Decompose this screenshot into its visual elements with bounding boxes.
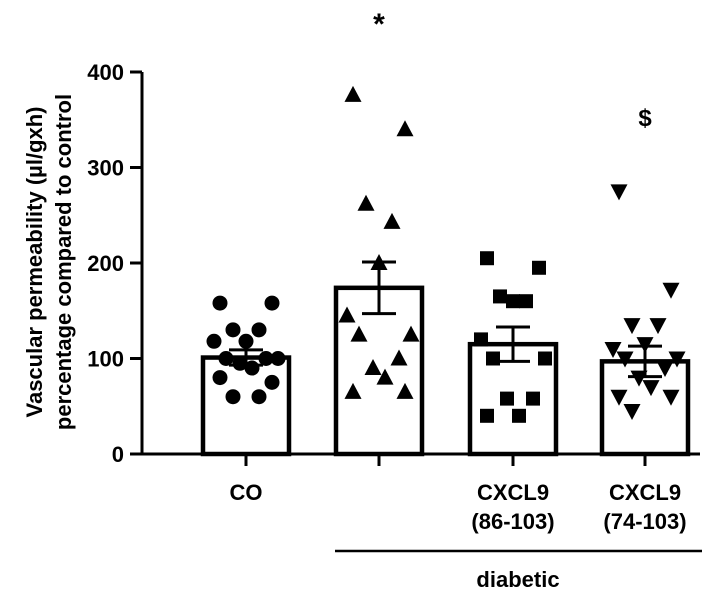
data-point-triangle-up xyxy=(344,382,362,399)
data-point-triangle-down xyxy=(636,337,654,354)
data-point-square xyxy=(519,294,533,309)
data-point-triangle-up xyxy=(376,368,394,385)
data-point-triangle-down xyxy=(630,370,648,387)
data-point-circle xyxy=(244,360,260,376)
data-point-triangle-down xyxy=(662,389,680,406)
data-point-triangle-up xyxy=(344,85,362,102)
bar xyxy=(599,359,691,457)
data-point-circle xyxy=(225,389,241,405)
data-point-circle xyxy=(264,295,280,311)
x-category-label: CXCL9 xyxy=(609,480,681,505)
data-point-square xyxy=(526,391,540,406)
data-point-square xyxy=(474,332,488,347)
data-point-circle xyxy=(212,370,228,386)
data-point-circle xyxy=(264,374,280,390)
data-point-square xyxy=(512,408,526,423)
data-point-square xyxy=(532,260,546,275)
data-point-square xyxy=(486,351,500,366)
data-point-triangle-down xyxy=(604,341,622,358)
data-point-triangle-up xyxy=(350,325,368,342)
data-point-triangle-up xyxy=(402,325,420,342)
data-point-triangle-up xyxy=(357,194,375,211)
y-tick-label: 200 xyxy=(87,251,124,276)
data-point-circle xyxy=(270,351,286,366)
data-point-square xyxy=(538,351,552,366)
data-point-circle xyxy=(251,389,267,405)
y-tick-label: 300 xyxy=(87,156,124,181)
data-point-triangle-down xyxy=(642,380,660,397)
data-point-triangle-down xyxy=(656,361,674,378)
data-point-square xyxy=(493,289,507,304)
y-tick-label: 0 xyxy=(112,442,124,467)
data-point-triangle-up xyxy=(383,212,401,229)
data-point-triangle-down xyxy=(662,282,680,299)
group-label: diabetic xyxy=(476,567,559,592)
data-point-triangle-up xyxy=(390,349,408,366)
data-point-square xyxy=(480,251,494,266)
data-point-square xyxy=(500,391,514,406)
data-point-circle xyxy=(251,322,267,338)
data-point-triangle-up xyxy=(338,306,356,323)
data-point-triangle-down xyxy=(610,184,628,201)
data-point-triangle-up xyxy=(396,120,414,137)
y-axis-title-line1: Vascular permeability (µl/gxh) xyxy=(22,106,47,417)
data-point-triangle-up xyxy=(364,359,382,376)
data-point-triangle-up xyxy=(396,382,414,399)
data-point-triangle-down xyxy=(623,404,641,421)
data-point-triangle-down xyxy=(616,351,634,368)
y-tick-label: 400 xyxy=(87,60,124,85)
data-point-circle xyxy=(218,351,234,366)
x-category-label: CO xyxy=(230,480,263,505)
data-point-circle xyxy=(238,333,254,349)
significance-marker: $ xyxy=(638,105,652,132)
data-point-square xyxy=(506,294,520,309)
data-point-circle xyxy=(258,351,274,366)
data-point-triangle-down xyxy=(610,389,628,406)
x-category-label: CXCL9 xyxy=(477,480,549,505)
y-tick-label: 100 xyxy=(87,347,124,372)
data-point-triangle-down xyxy=(623,318,641,335)
data-point-circle xyxy=(212,295,228,311)
data-point-triangle-down xyxy=(668,351,686,368)
x-category-label: (74-103) xyxy=(603,509,686,534)
x-category-label: (86-103) xyxy=(471,509,554,534)
data-point-circle xyxy=(206,333,222,349)
data-point-triangle-down xyxy=(649,318,667,335)
y-axis-title-line2: percentage compared to control xyxy=(51,94,76,430)
data-point-square xyxy=(480,408,494,423)
data-point-triangle-up xyxy=(370,254,388,270)
data-point-circle xyxy=(232,355,248,371)
data-point-circle xyxy=(225,322,241,338)
significance-marker: * xyxy=(373,8,385,41)
